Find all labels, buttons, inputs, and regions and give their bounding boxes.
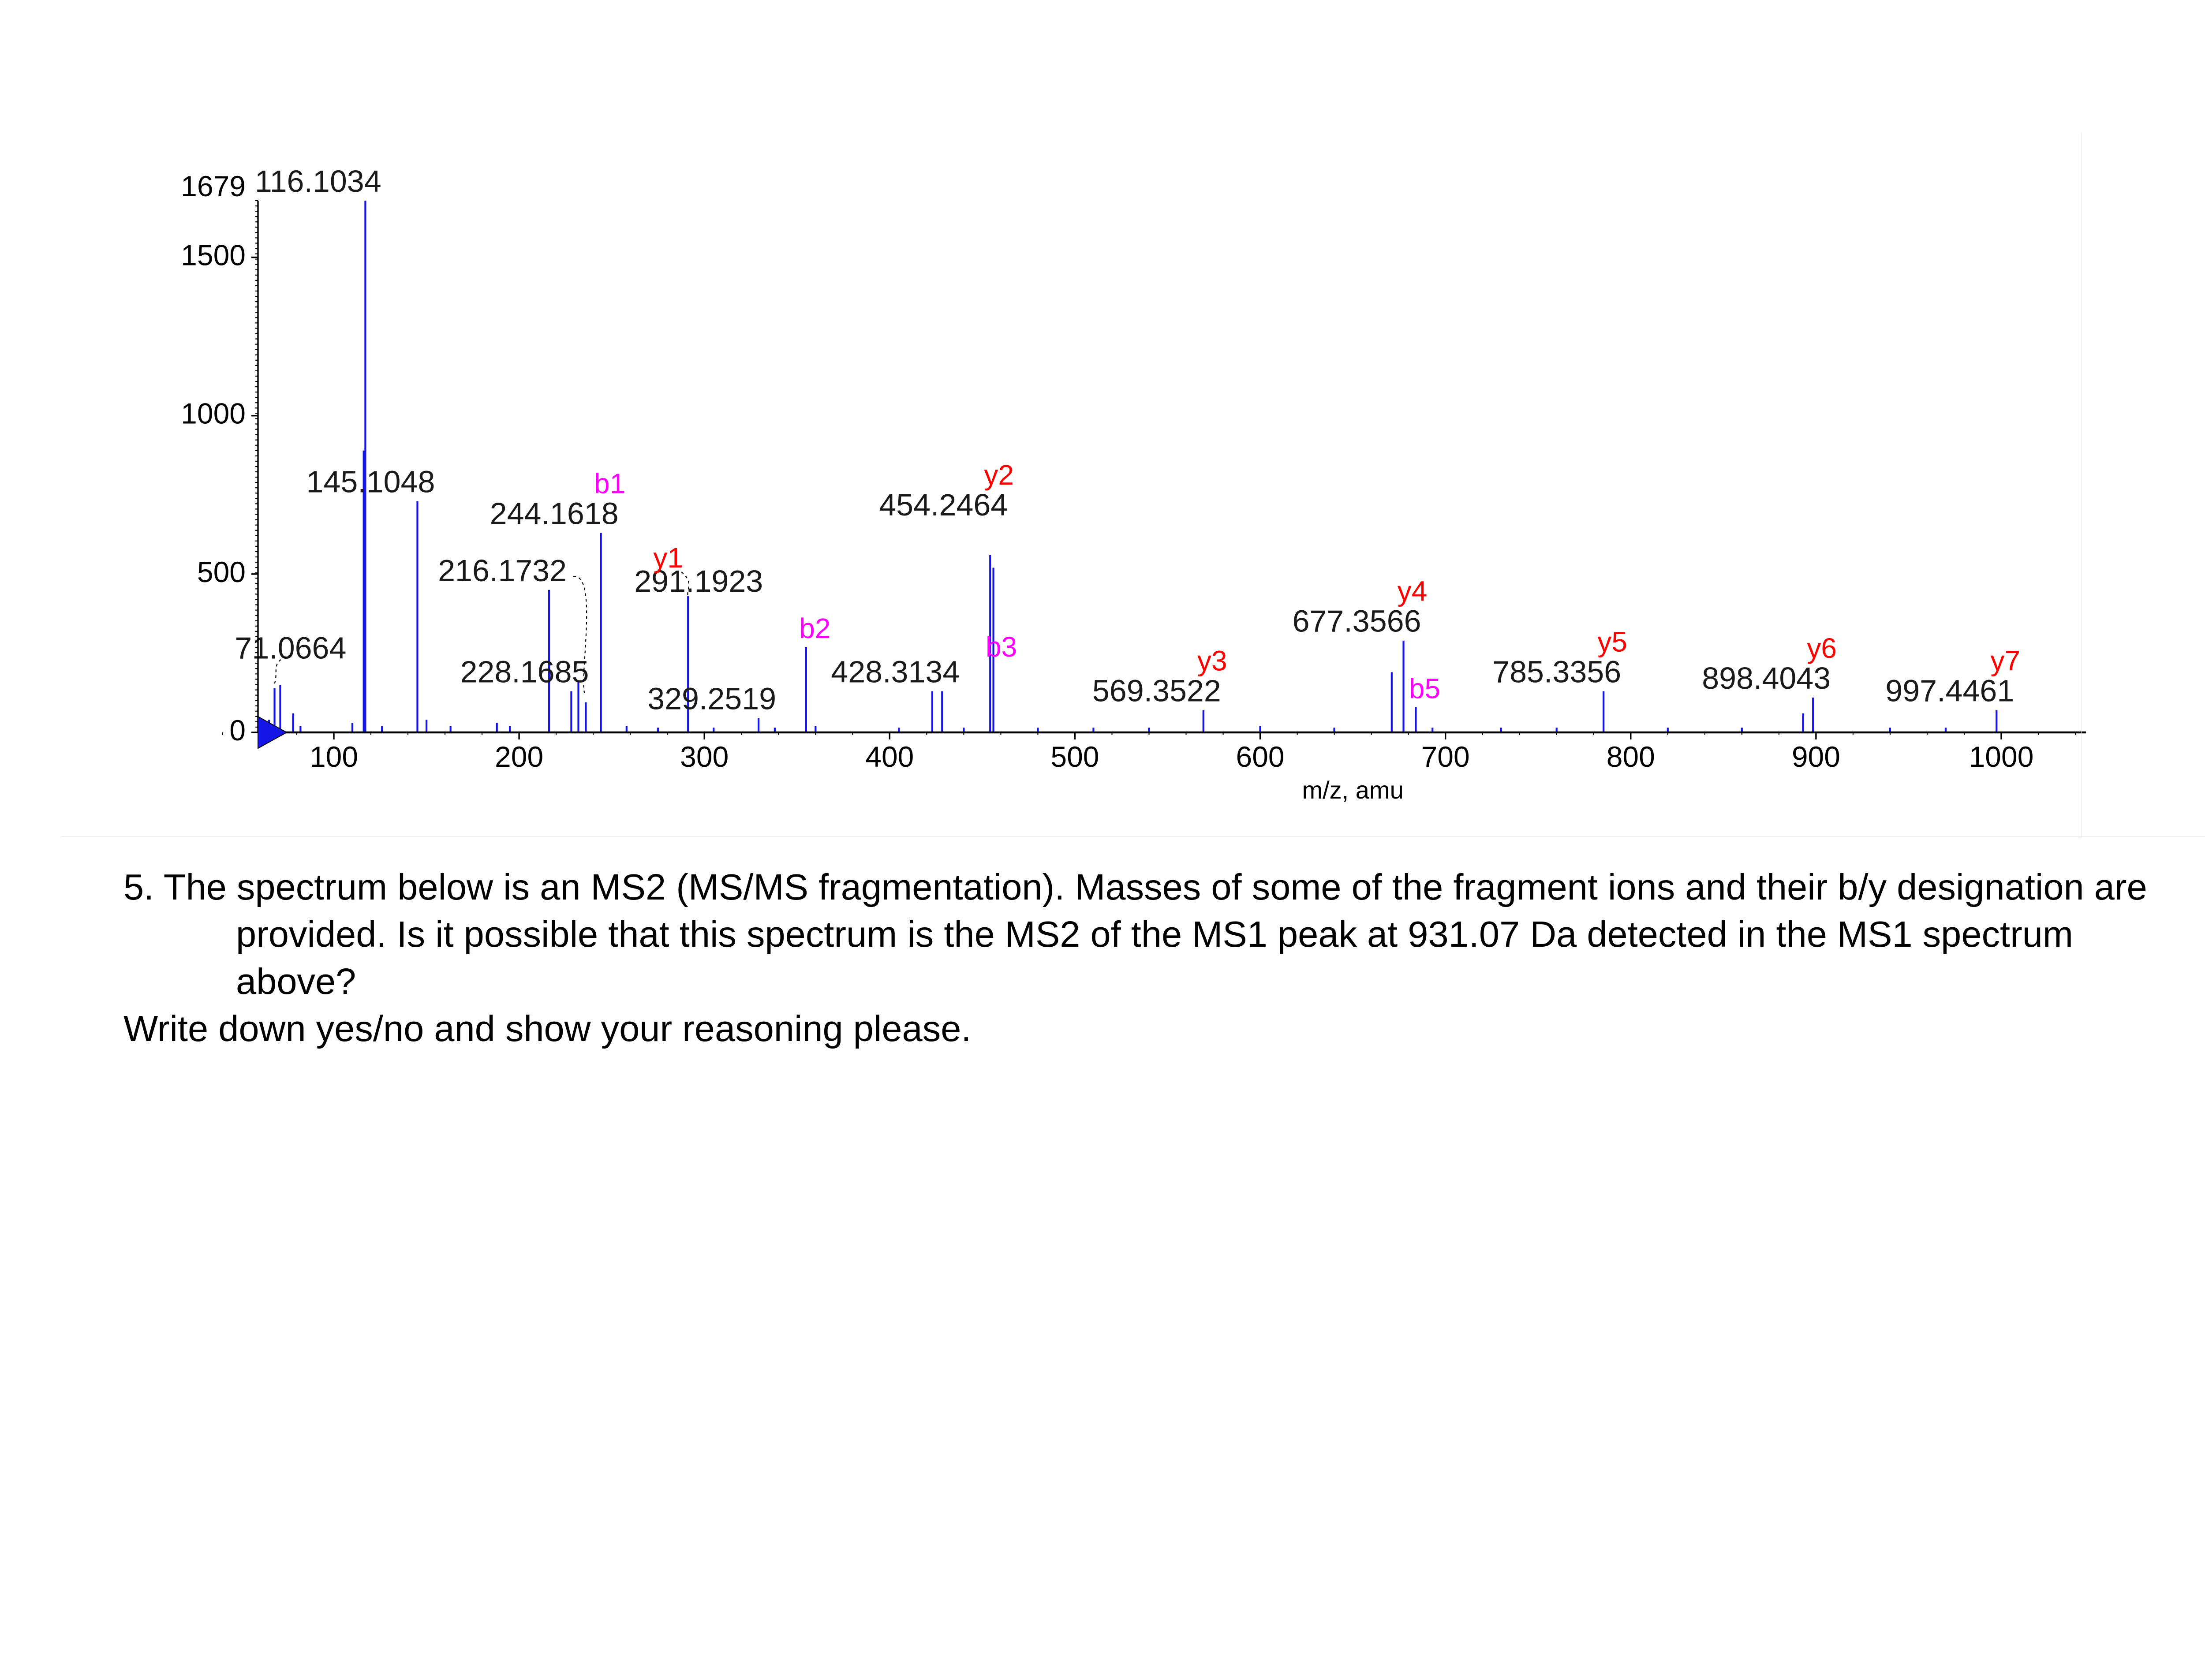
svg-text:997.4461: 997.4461	[1885, 674, 2014, 708]
svg-text:y7: y7	[1990, 645, 2020, 677]
svg-text:b3: b3	[986, 631, 1017, 663]
svg-text:677.3566: 677.3566	[1293, 604, 1421, 638]
svg-text:200: 200	[495, 740, 543, 773]
svg-text:500: 500	[197, 556, 246, 588]
svg-text:100: 100	[310, 740, 358, 773]
svg-text:1000: 1000	[181, 397, 246, 430]
svg-text:454.2464: 454.2464	[879, 488, 1008, 522]
svg-text:y2: y2	[984, 459, 1014, 491]
svg-text:y1: y1	[653, 542, 683, 574]
svg-text:700: 700	[1421, 740, 1470, 773]
svg-text:898.4043: 898.4043	[1702, 661, 1831, 695]
svg-text:400: 400	[865, 740, 914, 773]
svg-text:600: 600	[1236, 740, 1284, 773]
svg-text:b2: b2	[799, 612, 830, 644]
svg-text:228.1685: 228.1685	[460, 655, 589, 689]
svg-text:b5: b5	[1409, 673, 1440, 705]
svg-text:800: 800	[1607, 740, 1655, 773]
svg-text:71.0664: 71.0664	[235, 631, 346, 665]
svg-text:329.2519: 329.2519	[647, 682, 776, 716]
svg-text:300: 300	[680, 740, 729, 773]
svg-text:0: 0	[229, 714, 246, 747]
svg-text:145.1048: 145.1048	[306, 465, 435, 499]
svg-text:428.3134: 428.3134	[831, 655, 960, 689]
svg-text:y6: y6	[1807, 632, 1837, 664]
svg-text:y5: y5	[1597, 626, 1627, 658]
svg-text:y4: y4	[1398, 575, 1428, 607]
svg-text:y3: y3	[1197, 645, 1227, 677]
svg-text:244.1618: 244.1618	[490, 496, 619, 530]
svg-text:m/z, amu: m/z, amu	[1302, 776, 1403, 804]
svg-text:1500: 1500	[181, 239, 246, 272]
svg-text:1679: 1679	[181, 170, 246, 202]
svg-text:785.3356: 785.3356	[1492, 655, 1621, 689]
svg-text:216.1732: 216.1732	[438, 553, 567, 588]
svg-text:b1: b1	[594, 467, 625, 499]
svg-text:116.1034: 116.1034	[255, 164, 381, 198]
svg-text:1000: 1000	[1969, 740, 2034, 773]
svg-text:500: 500	[1050, 740, 1099, 773]
svg-text:569.3522: 569.3522	[1092, 674, 1221, 708]
svg-text:900: 900	[1792, 740, 1840, 773]
